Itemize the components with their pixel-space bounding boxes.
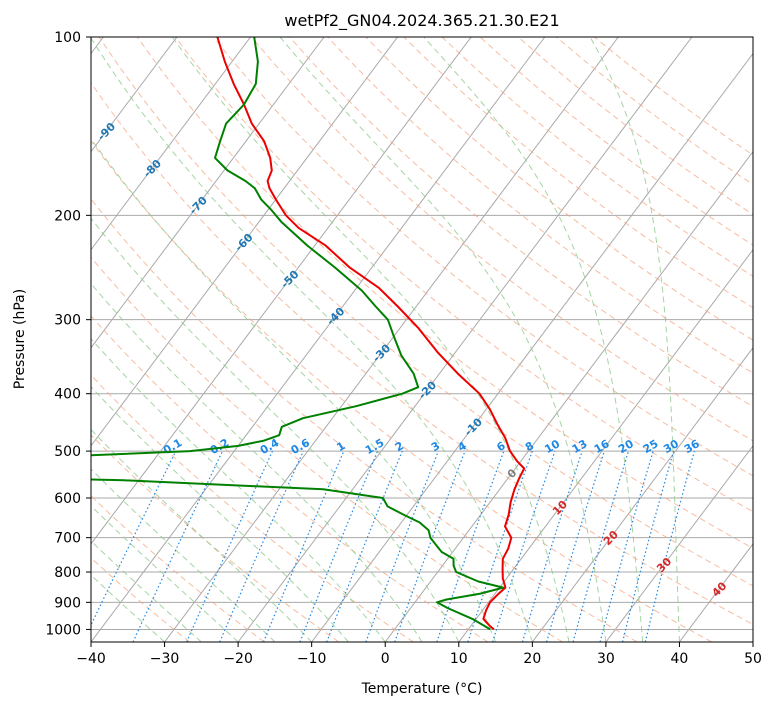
moist-adiabat	[91, 386, 349, 642]
mixing-ratio-line	[492, 450, 556, 642]
moist-adiabat	[91, 338, 386, 642]
axes: −40 −30 −20 −10 0 10 20 30 40 50 100 200 300 400 500 60…	[45, 30, 762, 667]
mixing-ratio-line	[467, 450, 533, 642]
temperature-profile	[216, 37, 526, 631]
y-tick-label: 1000	[45, 622, 81, 638]
mixing-ratio-line	[262, 450, 345, 642]
moist-adiabat	[91, 138, 497, 642]
moist-adiabat	[589, 37, 680, 642]
isotherm-line	[237, 37, 693, 642]
x-tick-label: 30	[597, 651, 615, 667]
dry-adiabat	[403, 37, 753, 309]
dewpoint-profile	[91, 37, 505, 631]
x-axis-label: Temperature (°C)	[361, 681, 483, 697]
y-tick-label: 700	[54, 531, 81, 547]
x-tick-label: −10	[297, 651, 327, 667]
isotherm-line	[164, 37, 619, 642]
mixing-ratio-line	[91, 450, 177, 627]
mixing-ratio-line	[644, 450, 695, 642]
isotherm-line	[91, 37, 178, 153]
isotherm-line	[91, 37, 325, 349]
mixing-ratio-line	[365, 450, 439, 642]
y-tick-label: 600	[54, 491, 81, 507]
x-tick-label: −30	[150, 651, 180, 667]
dry-adiabat	[91, 198, 638, 642]
mixing-ratio-line	[394, 450, 466, 642]
dry-adiabat	[174, 37, 753, 513]
y-tick-label: 800	[54, 565, 81, 581]
mixing-ratio-line	[326, 450, 403, 642]
dry-adiabat	[289, 37, 753, 408]
x-tick-label: −20	[223, 651, 253, 667]
isotherm-line	[531, 346, 753, 642]
dry-adiabat	[136, 37, 753, 549]
x-tick-label: 0	[381, 651, 390, 667]
isotherm-line	[458, 248, 753, 642]
isotherm-line	[91, 37, 546, 642]
mixing-ratio-line	[546, 450, 605, 642]
x-tick-label: 50	[744, 651, 762, 667]
y-axis-label: Pressure (hPa)	[12, 289, 28, 389]
y-tick-label: 500	[54, 444, 81, 460]
x-tick-label: 20	[523, 651, 541, 667]
plot-grid: 0.10.20.40.611.52346810131620253036-100-…	[91, 37, 753, 642]
moist-adiabat	[91, 428, 313, 642]
plot-series	[91, 37, 526, 631]
mixing-ratio-line	[186, 450, 274, 642]
dry-adiabat	[91, 256, 563, 642]
isotherm-line	[91, 37, 472, 545]
moist-adiabat	[91, 574, 165, 642]
moist-adiabat	[279, 37, 607, 642]
y-tick-label: 200	[54, 208, 81, 224]
dry-adiabat	[213, 37, 753, 477]
x-tick-label: −40	[76, 651, 106, 667]
y-tick-label: 300	[54, 313, 81, 329]
mixing-ratio-line	[299, 450, 379, 642]
isotherm-line	[605, 445, 753, 642]
mixing-ratio-line	[219, 450, 304, 642]
mixing-ratio-line	[436, 450, 505, 642]
mixing-ratio-line	[599, 450, 654, 642]
mixing-ratio-line	[572, 450, 630, 642]
y-tick-label: 900	[54, 595, 81, 611]
dry-adiabat	[251, 37, 753, 442]
isotherm-line	[91, 37, 399, 447]
y-tick-label: 100	[54, 30, 81, 46]
x-tick-label: 40	[671, 651, 689, 667]
moist-adiabat	[423, 37, 644, 642]
dry-adiabat	[91, 374, 414, 642]
moist-adiabat	[91, 217, 460, 642]
y-tick-label: 400	[54, 387, 81, 403]
moist-adiabat	[91, 505, 239, 642]
moist-adiabat	[171, 37, 570, 642]
mixing-ratio-line	[622, 450, 675, 642]
x-tick-label: 10	[450, 651, 468, 667]
plot-frame	[90, 36, 754, 643]
moist-adiabat	[91, 37, 533, 642]
moist-adiabat	[91, 540, 202, 642]
mixing-ratio-line	[521, 450, 583, 642]
isotherm-line	[384, 150, 753, 642]
chart-title: wetPf2_GN04.2024.365.21.30.E21	[284, 11, 559, 31]
isotherm-line	[91, 37, 251, 251]
moist-adiabat	[91, 282, 423, 642]
